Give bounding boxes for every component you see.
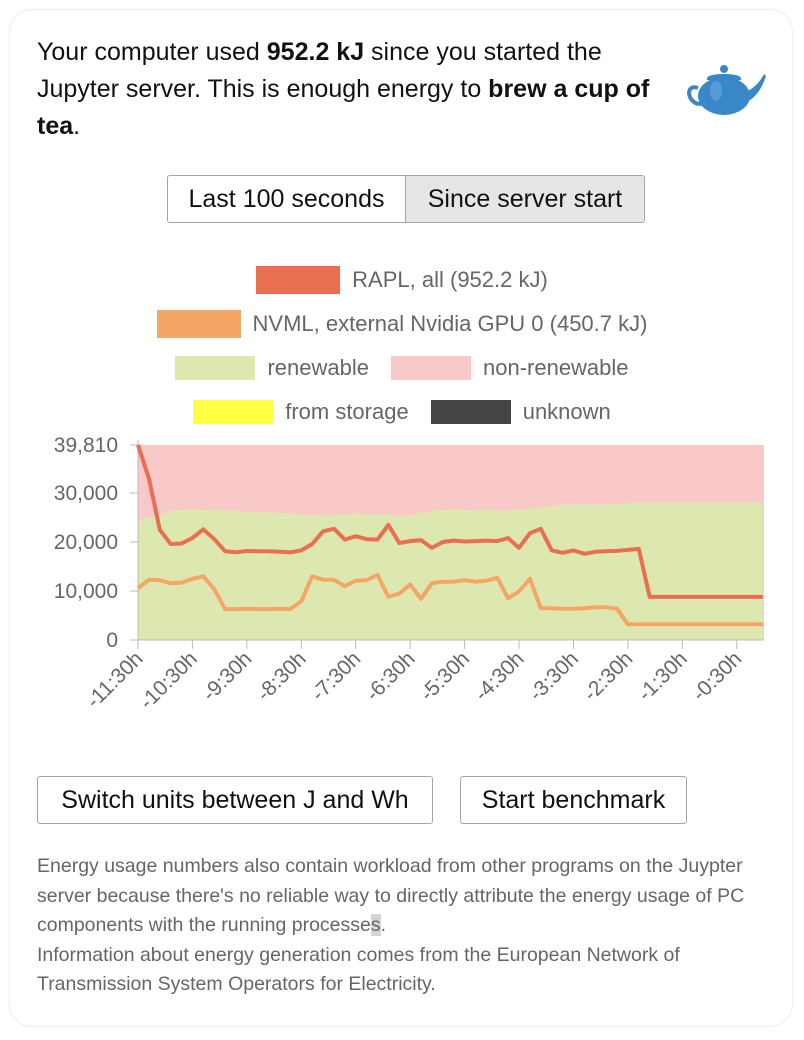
time-range-toggle[interactable]: Last 100 seconds Since server start	[167, 175, 645, 223]
x-tick-label: -6:30h	[361, 647, 419, 705]
switch-units-button[interactable]: Switch units between J and Wh	[37, 776, 433, 824]
legend-item-storage[interactable]: from storage	[193, 399, 409, 425]
note-workload: Energy usage numbers also contain worklo…	[37, 852, 757, 941]
legend-item-unknown[interactable]: unknown	[430, 399, 611, 425]
summary-middle: since you started the Jupyter server. Th…	[37, 38, 602, 103]
note-selected-char: s	[370, 914, 381, 936]
start-benchmark-button[interactable]: Start benchmark	[460, 776, 687, 824]
y-tick-label: 0	[106, 629, 118, 652]
energy-chart: 39,81030,00020,00010,0000-11:30h-10:30h-…	[54, 434, 764, 714]
x-tick-label: -5:30h	[416, 647, 474, 705]
x-tick-label: -1:30h	[634, 647, 692, 705]
rapl-line	[136, 444, 763, 599]
legend-row-1: RAPL, all (952.2 kJ)	[0, 266, 804, 294]
x-tick-label: -9:30h	[198, 647, 256, 705]
x-tick-label: -0:30h	[688, 647, 746, 705]
legend-label-renewable: renewable	[267, 355, 369, 380]
legend-swatch-unknown	[430, 400, 511, 424]
legend-row-3: renewable non-renewable	[0, 355, 804, 381]
legend-row-4: from storage unknown	[0, 399, 804, 425]
since-server-start-button[interactable]: Since server start	[406, 176, 644, 222]
legend-item-renewable[interactable]: renewable	[175, 355, 369, 381]
legend-swatch-nvml	[156, 310, 241, 338]
x-tick-label: -8:30h	[252, 647, 310, 705]
legend-row-2: NVML, external Nvidia GPU 0 (450.7 kJ)	[0, 310, 804, 338]
legend-swatch-nonrenewable	[390, 356, 471, 380]
legend-swatch-storage	[193, 400, 274, 424]
legend-label-storage: from storage	[285, 399, 409, 424]
info-notes: Energy usage numbers also contain worklo…	[37, 852, 757, 1000]
y-tick-label: 10,000	[54, 580, 118, 603]
renewable-area	[138, 502, 763, 640]
legend-label-nvml: NVML, external Nvidia GPU 0 (450.7 kJ)	[252, 311, 648, 336]
summary-suffix: .	[73, 112, 81, 140]
y-tick-label: 39,810	[54, 434, 118, 457]
note-workload-text: Energy usage numbers also contain worklo…	[37, 855, 745, 936]
x-tick-label: -7:30h	[307, 647, 365, 705]
legend-label-rapl: RAPL, all (952.2 kJ)	[352, 267, 548, 292]
nvml-line	[136, 572, 763, 627]
x-tick-label: -11:30h	[82, 647, 148, 713]
summary-prefix: Your computer used	[37, 38, 267, 66]
legend-item-nvml[interactable]: NVML, external Nvidia GPU 0 (450.7 kJ)	[156, 310, 648, 338]
legend-swatch-renewable	[175, 356, 256, 380]
summary-comparison: brew a cup of tea	[37, 75, 650, 140]
legend-label-nonrenewable: non-renewable	[482, 355, 629, 380]
legend-item-rapl[interactable]: RAPL, all (952.2 kJ)	[256, 266, 548, 294]
legend-swatch-rapl	[256, 266, 341, 294]
legend-label-unknown: unknown	[522, 399, 611, 424]
summary-energy: 952.2 kJ	[266, 38, 365, 66]
teapot-icon	[687, 65, 766, 115]
x-tick-label: -4:30h	[470, 647, 528, 705]
note-workload-end: .	[380, 914, 387, 936]
last-100-seconds-button[interactable]: Last 100 seconds	[168, 176, 406, 222]
y-tick-label: 30,000	[54, 482, 118, 505]
energy-summary: Your computer used 952.2 kJ since you st…	[37, 34, 657, 145]
x-tick-label: -3:30h	[525, 647, 583, 705]
note-entsoe: Information about energy generation come…	[37, 943, 680, 996]
x-tick-label: -10:30h	[135, 647, 202, 714]
x-tick-label: -2:30h	[579, 647, 637, 705]
y-tick-label: 20,000	[54, 531, 118, 554]
legend-item-nonrenewable[interactable]: non-renewable	[390, 355, 629, 381]
